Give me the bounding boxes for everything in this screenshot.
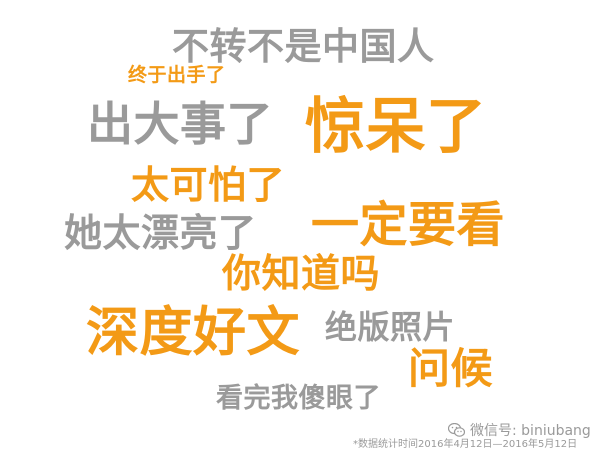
phrase-8: 你知道吗 bbox=[222, 252, 381, 297]
phrase-11: 问候 bbox=[408, 344, 494, 393]
phrase-5: 太可怕了 bbox=[131, 163, 286, 207]
phrase-4: 惊呆了 bbox=[305, 92, 487, 162]
phrase-9: 深度好文 bbox=[86, 302, 300, 363]
phrase-3: 出大事了 bbox=[87, 97, 273, 151]
wechat-watermark: 微信号: biniubang bbox=[448, 420, 591, 440]
footnote: *数据统计时间2016年4月12日—2016年5月12日 bbox=[353, 439, 578, 450]
phrase-6: 她太漂亮了 bbox=[64, 211, 257, 255]
phrase-7: 一定要看 bbox=[311, 197, 506, 253]
phrase-2: 终于出手了 bbox=[128, 64, 226, 86]
phrase-12: 看完我傻眼了 bbox=[216, 383, 381, 414]
wechat-icon bbox=[448, 423, 465, 437]
watermark-text: 微信号: biniubang bbox=[470, 423, 591, 439]
phrase-1: 不转不是中国人 bbox=[172, 25, 435, 68]
phrase-10: 绝版照片 bbox=[325, 308, 456, 346]
